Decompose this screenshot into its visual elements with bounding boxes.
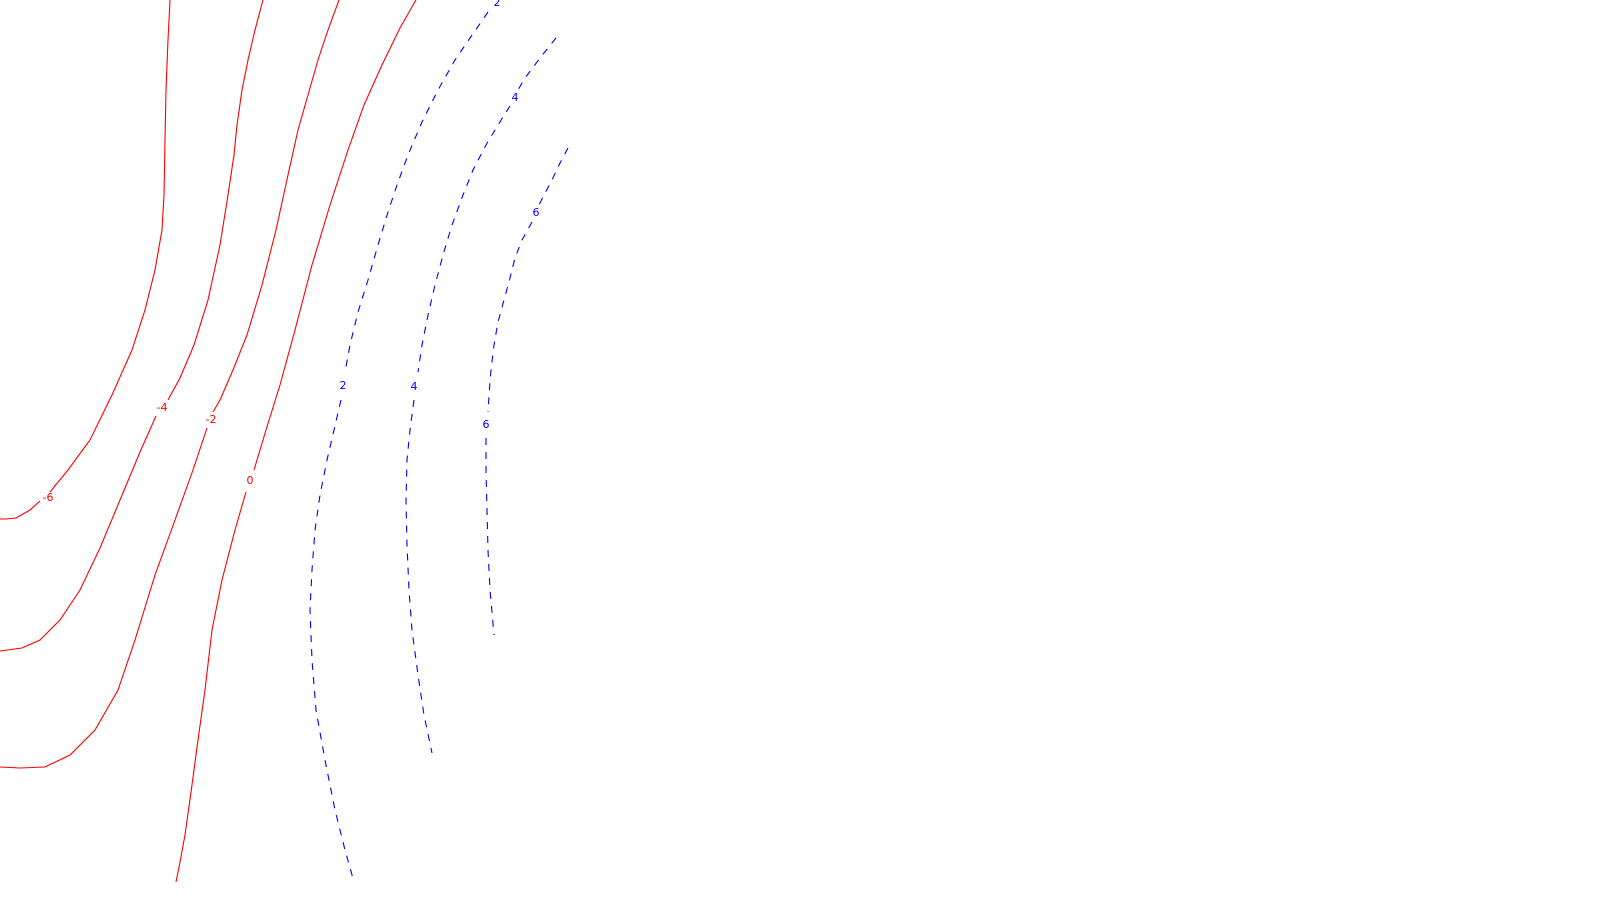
- contour-labels: -6 -4 -2 0 2 2 4 4 6 6: [43, 0, 540, 504]
- contour-label-4: 4: [512, 91, 519, 104]
- contour-label-4-b: 4: [411, 380, 418, 393]
- contour-label-0: 0: [247, 474, 254, 487]
- contour-line-0-segment-1: [253, 0, 417, 471]
- contour-line-4-segment-1: [517, 37, 557, 91]
- contour-line-neg6-segment-1: [49, 0, 171, 493]
- contour-line-0-segment-2: [175, 491, 247, 883]
- contour-line-neg6-segment-2: [0, 500, 41, 520]
- contour-label-neg4: -4: [157, 401, 168, 414]
- contour-line-2-segment-1: [344, 11, 489, 373]
- contour-label-6: 6: [533, 206, 540, 219]
- contour-label-neg6: -6: [43, 491, 54, 504]
- contour-line-neg4-segment-1: [167, 0, 264, 401]
- contour-label-2: 2: [494, 0, 501, 9]
- contour-line-neg2-segment-1: [212, 0, 340, 413]
- contour-label-2-b: 2: [340, 379, 347, 392]
- contour-lines: [0, 0, 569, 883]
- contour-line-4-segment-3: [405, 399, 433, 754]
- contour-line-neg2-segment-2: [0, 427, 208, 769]
- contour-line-6-segment-2: [487, 221, 533, 413]
- contour-line-6-segment-3: [485, 438, 495, 636]
- contour-line-6-segment-1: [538, 147, 569, 206]
- contour-line-neg4-segment-2: [0, 415, 157, 652]
- contour-label-6-b: 6: [483, 418, 490, 431]
- contour-label-neg2: -2: [206, 413, 217, 426]
- contour-line-2-segment-2: [309, 399, 355, 883]
- contour-line-4-segment-2: [417, 105, 511, 373]
